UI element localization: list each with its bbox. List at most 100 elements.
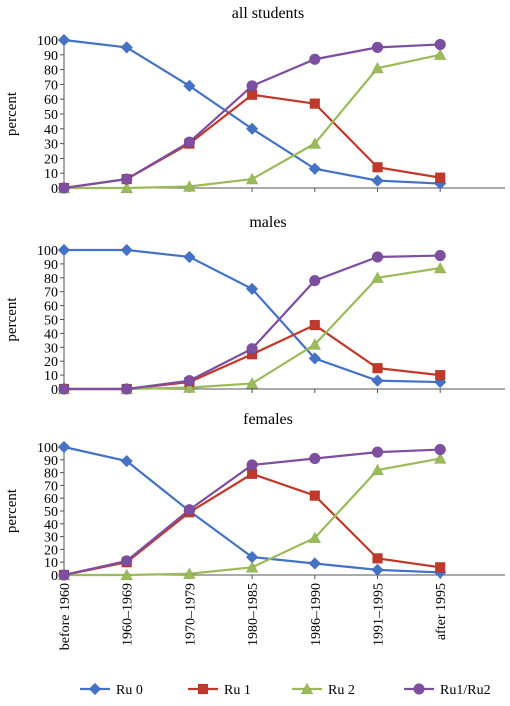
y-tick-label: 0 (51, 383, 58, 398)
legend-label-ru-1: Ru 1 (224, 683, 251, 698)
point-ru-1 (309, 490, 321, 501)
point-ru1-ru2 (246, 459, 258, 471)
point-ru-0 (308, 352, 322, 365)
point-ru-1 (434, 562, 446, 573)
point-ru1-ru2 (309, 274, 321, 287)
point-ru-0 (371, 563, 384, 577)
point-ru1-ru2 (434, 38, 446, 51)
point-ru-2 (433, 261, 447, 274)
x-tick-label: 1970–1979 (183, 583, 198, 646)
point-ru1-ru2 (120, 383, 133, 395)
y-tick-label: 100 (37, 34, 58, 49)
point-ru1-ru2 (309, 53, 321, 65)
panel-title: females (243, 411, 293, 428)
panel-all-students: all students percent 010203040506070809010… (4, 5, 505, 197)
y-tick-label: 70 (44, 479, 58, 494)
point-ru-2 (433, 48, 447, 61)
y-tick-label: 20 (44, 355, 58, 370)
y-tick-label: 100 (37, 441, 58, 456)
point-ru-2 (120, 568, 134, 581)
point-ru-2 (182, 567, 196, 579)
point-ru1-ru2 (434, 443, 446, 456)
point-ru-1 (372, 553, 383, 564)
point-ru-2 (371, 463, 384, 476)
point-ru-2 (245, 376, 259, 389)
x-tick-label: 1986–1990 (309, 583, 324, 646)
point-ru-0 (120, 454, 134, 468)
x-tick-label: after 1995 (434, 583, 449, 640)
y-tick-label: 90 (44, 49, 58, 64)
legend-marker-ru-1 (197, 683, 209, 695)
x-tick-label: 1991–1995 (372, 583, 387, 646)
point-ru1-ru2 (434, 249, 446, 262)
point-ru-0 (371, 174, 384, 187)
point-ru-2 (308, 337, 322, 350)
point-ru1-ru2 (309, 452, 321, 465)
point-ru-2 (245, 560, 259, 573)
point-ru-0 (57, 33, 71, 47)
legend-label-ru-2: Ru 2 (328, 683, 355, 698)
y-axis-label: percent (4, 297, 20, 342)
point-ru1-ru2 (371, 446, 384, 458)
point-ru1-ru2 (183, 503, 196, 516)
point-ru1-ru2 (183, 374, 196, 387)
series-line-ru-0 (64, 248, 441, 384)
point-ru-1 (372, 162, 383, 173)
x-tick-label: 1980–1985 (246, 583, 261, 646)
y-tick-label: 80 (44, 467, 58, 482)
point-ru-1 (372, 362, 383, 374)
y-tick-label: 20 (44, 152, 58, 167)
point-ru-0 (183, 79, 196, 93)
point-ru1-ru2 (371, 41, 384, 54)
y-tick-label: 60 (44, 93, 58, 108)
point-ru-2 (371, 271, 384, 284)
y-tick-label: 10 (44, 369, 58, 384)
y-tick-label: 40 (44, 123, 58, 138)
y-tick-label: 20 (44, 543, 58, 558)
point-ru-1 (309, 98, 321, 109)
y-axis-label: percent (4, 91, 20, 136)
point-ru-0 (57, 440, 71, 454)
y-tick-label: 0 (51, 569, 58, 584)
point-ru-1 (434, 172, 446, 183)
point-ru-0 (371, 374, 384, 388)
y-tick-label: 30 (44, 531, 58, 546)
y-tick-label: 60 (44, 300, 58, 315)
x-tick-label: before 1960 (58, 583, 73, 650)
point-ru-2 (245, 172, 259, 185)
legend: Ru 0 Ru 1 Ru 2 Ru1/Ru2 (80, 682, 491, 698)
point-ru-2 (433, 451, 447, 464)
point-ru-2 (182, 179, 196, 192)
panel-title: males (249, 214, 286, 231)
point-ru-0 (120, 41, 134, 54)
point-ru-2 (182, 381, 196, 393)
point-ru-0 (308, 557, 322, 570)
y-tick-label: 50 (44, 108, 58, 123)
y-tick-label: 30 (44, 341, 58, 356)
y-tick-label: 50 (44, 505, 58, 520)
point-ru-0 (245, 122, 259, 136)
point-ru1-ru2 (371, 251, 384, 263)
point-ru-1 (434, 369, 446, 381)
point-ru-0 (57, 243, 71, 257)
point-ru1-ru2 (246, 342, 258, 355)
legend-label-ru1-ru2: Ru1/Ru2 (440, 683, 491, 698)
legend-label-ru-0: Ru 0 (116, 683, 143, 698)
y-tick-label: 50 (44, 314, 58, 329)
point-ru-2 (120, 181, 134, 194)
point-ru-1 (309, 319, 321, 331)
y-tick-label: 90 (44, 454, 58, 469)
y-tick-label: 60 (44, 492, 58, 507)
point-ru-0 (245, 282, 259, 296)
y-tick-label: 40 (44, 327, 58, 342)
y-tick-label: 0 (51, 182, 58, 197)
y-tick-label: 100 (37, 244, 58, 259)
y-tick-label: 10 (44, 556, 58, 571)
point-ru-0 (120, 243, 134, 257)
point-ru1-ru2 (246, 80, 258, 92)
point-ru1-ru2 (58, 182, 70, 194)
point-ru-0 (308, 162, 322, 176)
panel-title: all students (232, 5, 304, 22)
